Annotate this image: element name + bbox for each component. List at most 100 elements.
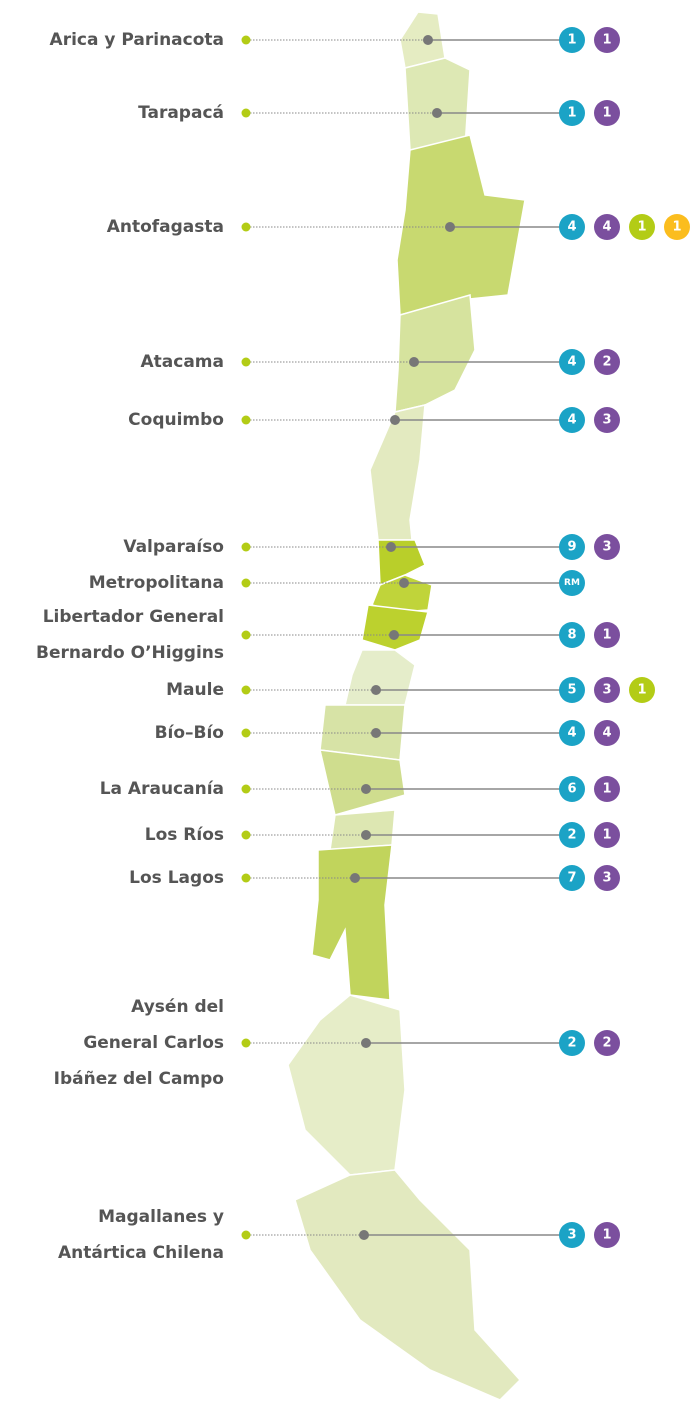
- region-name: Maule: [166, 680, 224, 700]
- region-shape: [361, 604, 429, 651]
- badge-value: 1: [602, 33, 611, 48]
- badge-value: 6: [567, 782, 576, 797]
- map-dot: [386, 542, 396, 552]
- badge-value: 5: [567, 683, 576, 698]
- badge: [559, 865, 585, 891]
- map-dot: [361, 830, 371, 840]
- badge: [559, 822, 585, 848]
- label-dot: [241, 1230, 251, 1240]
- label-dot: [241, 630, 251, 640]
- badge-value: 7: [567, 871, 576, 886]
- region-shape: [319, 749, 406, 816]
- region-name: Coquimbo: [128, 410, 224, 430]
- badge-value: 1: [602, 1228, 611, 1243]
- label-dot: [241, 784, 251, 794]
- badge-value: 2: [567, 828, 576, 843]
- region-name: Atacama: [141, 352, 225, 372]
- region-shape: [311, 844, 393, 1001]
- badge: [594, 622, 620, 648]
- label-dot: [241, 578, 251, 588]
- badge-value: 4: [567, 355, 576, 370]
- badge: [594, 100, 620, 126]
- label-dot: [241, 830, 251, 840]
- region-name: Bío–Bío: [155, 723, 224, 743]
- badge-value: 1: [567, 106, 576, 121]
- region-name: Magallanes y: [98, 1207, 224, 1227]
- badge: [594, 407, 620, 433]
- chile-map: [287, 11, 526, 1401]
- region-shape: [287, 994, 406, 1176]
- map-dot: [359, 1230, 369, 1240]
- region-shape: [344, 649, 416, 706]
- badge: [559, 622, 585, 648]
- region-name: Aysén del: [131, 997, 224, 1017]
- badge-value: 2: [602, 1036, 611, 1051]
- label-dot: [241, 873, 251, 883]
- region-shape: [394, 294, 476, 413]
- badge: [629, 214, 655, 240]
- map-dot: [361, 784, 371, 794]
- badge-value: 8: [567, 628, 576, 643]
- badge: [559, 27, 585, 53]
- region-name: Metropolitana: [89, 573, 224, 593]
- region-name: Tarapacá: [138, 103, 224, 123]
- badge: [559, 214, 585, 240]
- badge: [559, 100, 585, 126]
- badge-value: 4: [567, 220, 576, 235]
- map-dot: [389, 630, 399, 640]
- badge: [559, 720, 585, 746]
- map-dot: [371, 728, 381, 738]
- badge: [559, 534, 585, 560]
- region-shape: [329, 809, 396, 851]
- badge: [594, 214, 620, 240]
- region-shape: [396, 134, 526, 316]
- badge: [559, 407, 585, 433]
- badge-value: 1: [672, 220, 681, 235]
- badge: [594, 776, 620, 802]
- badge-value: 3: [602, 683, 611, 698]
- badge-value: 4: [567, 413, 576, 428]
- label-dot: [241, 685, 251, 695]
- region-shape: [294, 1169, 522, 1401]
- badge-value: 3: [567, 1228, 576, 1243]
- label-dot: [241, 728, 251, 738]
- badge: [594, 349, 620, 375]
- map-dot: [361, 1038, 371, 1048]
- label-dot: [241, 415, 251, 425]
- map-dot: [409, 357, 419, 367]
- region-name: Antofagasta: [107, 217, 224, 237]
- badge-value: 1: [602, 628, 611, 643]
- map-dot: [371, 685, 381, 695]
- badge: [664, 214, 690, 240]
- region-shape: [369, 404, 426, 541]
- badge-value: 2: [567, 1036, 576, 1051]
- region-name: Los Ríos: [145, 825, 224, 845]
- badge-value: 4: [602, 220, 611, 235]
- region-name: General Carlos: [83, 1033, 224, 1053]
- badge-value: 4: [602, 726, 611, 741]
- badge-value: 2: [602, 355, 611, 370]
- badge-value: 1: [637, 220, 646, 235]
- region-name: Valparaíso: [123, 537, 224, 557]
- badge: [594, 720, 620, 746]
- label-dot: [241, 222, 251, 232]
- region-name: Libertador General: [43, 607, 224, 627]
- map-dot: [399, 578, 409, 588]
- badge: [594, 677, 620, 703]
- map-dot: [350, 873, 360, 883]
- badge: [559, 776, 585, 802]
- badge-value: 9: [567, 540, 576, 555]
- label-dot: [241, 542, 251, 552]
- region-name: La Araucanía: [100, 779, 224, 799]
- badge: [594, 1222, 620, 1248]
- badge: [594, 1030, 620, 1056]
- badge: [594, 822, 620, 848]
- badge: [594, 534, 620, 560]
- badge-value: 1: [602, 106, 611, 121]
- region-name: Arica y Parinacota: [50, 30, 224, 50]
- badge: [559, 1030, 585, 1056]
- badge-value: 3: [602, 871, 611, 886]
- badge: [559, 1222, 585, 1248]
- badge-value: 1: [602, 782, 611, 797]
